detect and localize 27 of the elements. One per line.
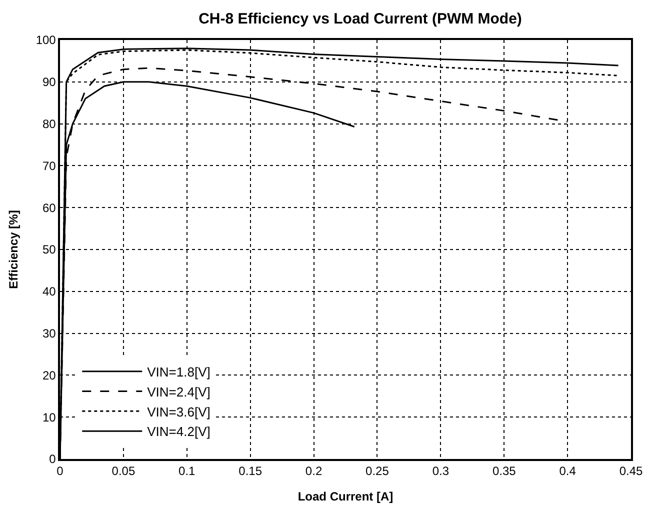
y-tick-label: 80 (42, 117, 56, 131)
y-tick-label: 100 (36, 33, 56, 48)
legend-label: VIN=3.6[V] (147, 404, 210, 420)
y-tick-label: 70 (42, 158, 56, 173)
x-tick-label: 0.25 (366, 464, 390, 478)
x-tick-label: 0.35 (492, 464, 516, 478)
x-tick-label: 0.45 (619, 464, 643, 478)
chart-title: CH-8 Efficiency vs Load Current (PWM Mode) (198, 10, 522, 28)
y-tick-label: 60 (42, 200, 56, 215)
y-tick-label: 90 (42, 75, 56, 90)
x-tick-label: 0.4 (559, 464, 576, 478)
y-tick-label: 0 (49, 452, 56, 466)
x-tick-label: 0.05 (112, 464, 136, 478)
x-axis-title: Load Current [A] (298, 490, 394, 504)
y-tick-label: 50 (42, 242, 56, 257)
x-tick-label: 0.1 (178, 464, 196, 478)
y-tick-label: 10 (42, 410, 56, 424)
legend-label: VIN=1.8[V] (147, 364, 210, 380)
x-tick-label: 0.2 (305, 464, 322, 478)
legend-label: VIN=4.2[V] (147, 424, 210, 440)
y-tick-label: 30 (42, 326, 56, 340)
y-tick-label: 20 (42, 368, 56, 382)
x-tick-label: 0.15 (238, 464, 262, 478)
legend-label: VIN=2.4[V] (147, 384, 210, 400)
y-tick-label: 40 (42, 284, 56, 299)
x-tick-label: 0.3 (432, 464, 450, 478)
y-axis-title: Efficiency [%] (6, 210, 21, 289)
